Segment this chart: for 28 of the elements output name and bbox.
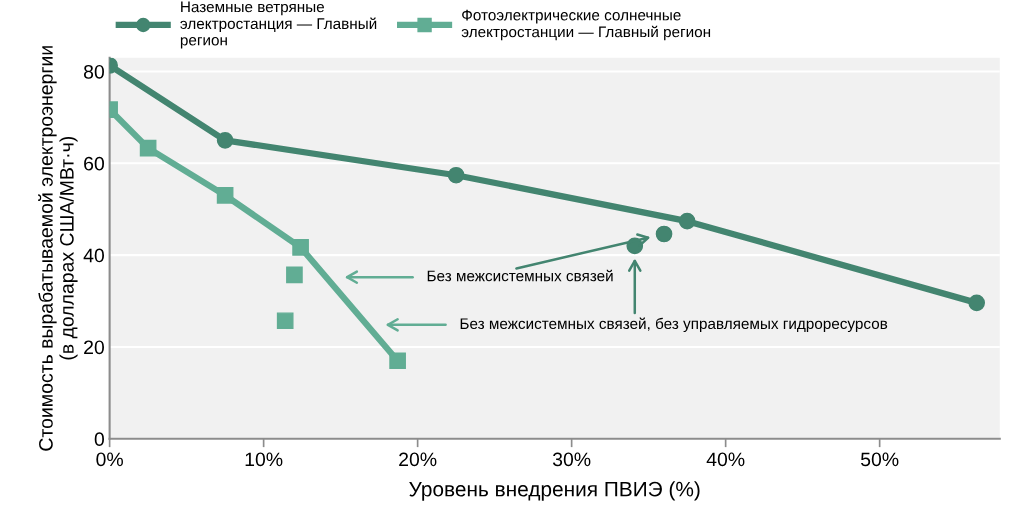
point [216,131,234,149]
x-axis-title: Уровень внедрения ПВИЭ (%) [409,481,700,501]
x-tick-label: 0% [96,452,123,467]
point [447,166,465,184]
point [968,294,986,312]
x-tick-label: 20% [399,452,437,467]
y-tick-label: 60 [84,156,104,171]
y-tick-label: 80 [83,64,104,79]
x-tick-label: 50% [860,452,899,467]
point [139,139,157,157]
point [286,266,303,284]
x-tick-label: 10% [245,452,283,467]
y-axis-title: Стоимость вырабатываемой электроэнергии (в долларах США/МВт·ч) [38,46,78,451]
x-tick-label: 30% [552,452,591,467]
legend-label: Фотоэлектрические солнечные электростанции — Главный регион [461,9,711,41]
point [389,352,406,370]
y-tick-label: 0 [94,432,104,447]
point [216,187,234,204]
y-tick-label: 20 [84,340,104,355]
legend-label: Наземные ветряные электростанция — Главный регион [180,1,377,49]
y-tick-label: 40 [83,248,104,263]
point [276,312,294,330]
point [655,225,673,243]
x-tick-label: 40% [706,452,745,467]
annotation: Без межсистемных связей [427,269,613,282]
point [292,238,309,256]
annotation: Без межсистемных связей, без управляемых гидроресурсов [460,317,888,333]
point [678,212,696,230]
